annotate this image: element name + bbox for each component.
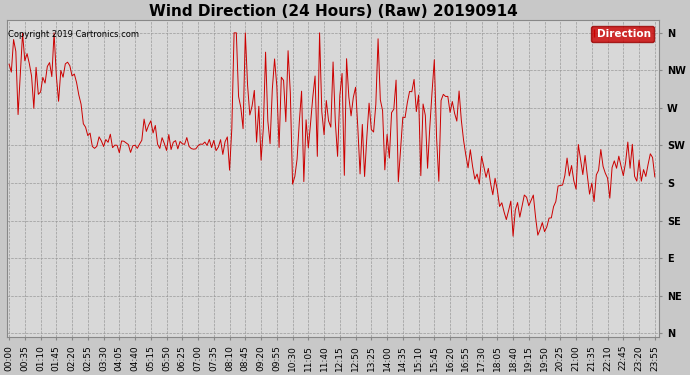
Text: Copyright 2019 Cartronics.com: Copyright 2019 Cartronics.com [8,30,139,39]
Legend: Direction: Direction [591,26,654,42]
Title: Wind Direction (24 Hours) (Raw) 20190914: Wind Direction (24 Hours) (Raw) 20190914 [149,4,518,19]
